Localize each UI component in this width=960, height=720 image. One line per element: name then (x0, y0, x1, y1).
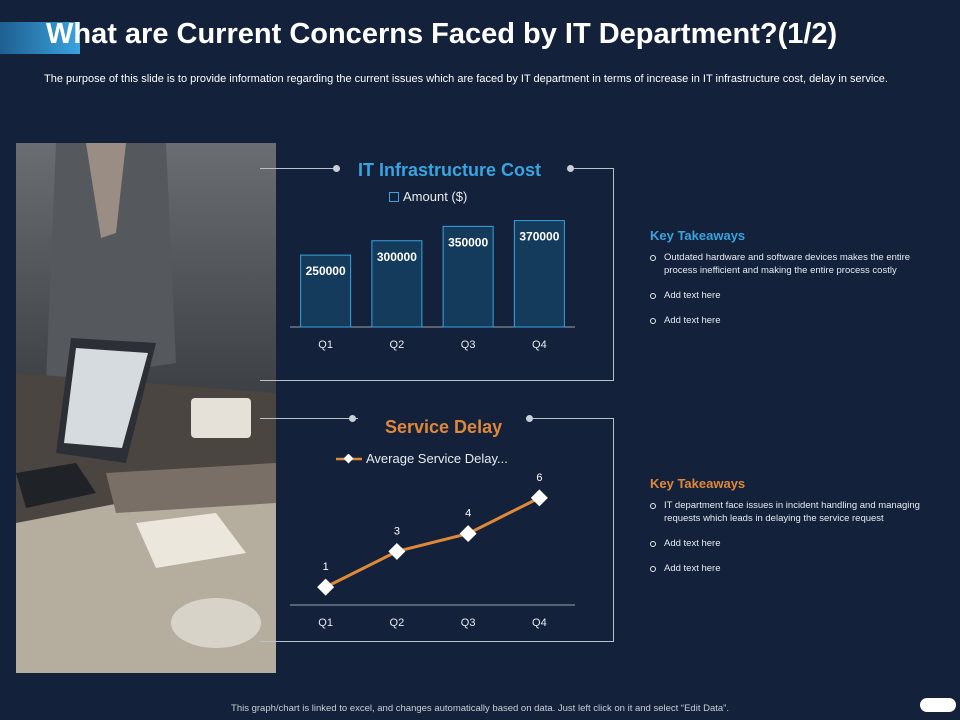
office-photo (16, 143, 276, 673)
x-tick-label: Q4 (532, 617, 547, 629)
key-takeaways-title: Key Takeaways (650, 228, 746, 243)
data-point (459, 525, 477, 543)
frame-dot (349, 415, 356, 422)
bar (442, 225, 494, 328)
legend-label: Amount ($) (403, 189, 468, 204)
x-tick-label: Q3 (461, 617, 476, 629)
slide-badge (920, 698, 956, 712)
page-title: What are Current Concerns Faced by IT De… (46, 18, 838, 50)
title-accent-bar (0, 22, 80, 54)
x-tick-label: Q1 (318, 339, 333, 351)
x-tick-label: Q3 (461, 339, 476, 351)
takeaway-item: IT department face issues in incident ha… (650, 499, 940, 525)
x-tick-label: Q1 (318, 617, 333, 629)
legend-swatch (336, 453, 362, 463)
data-label: 3 (394, 525, 400, 537)
legend-swatch (389, 191, 399, 202)
x-tick-label: Q2 (390, 339, 405, 351)
series-line (324, 496, 541, 589)
footer-note: This graph/chart is linked to excel, and… (231, 703, 729, 714)
frame-dot (526, 415, 533, 422)
page-subtitle: The purpose of this slide is to provide … (44, 73, 888, 85)
data-label: 300000 (377, 250, 417, 264)
key-takeaways-title: Key Takeaways (650, 476, 746, 491)
data-label: 250000 (306, 264, 346, 278)
bar-chart: 250000 Q1 300000 Q2 350000 Q3 370000 Q4 (290, 220, 575, 351)
line-chart-legend: Average Service Delay... (336, 451, 508, 466)
data-point (317, 578, 335, 596)
data-label: 1 (323, 561, 329, 573)
frame-gap (358, 417, 526, 420)
takeaway-item: Add text here (650, 289, 940, 302)
takeaway-item: Add text here (650, 537, 940, 550)
key-takeaways-cost: Key Takeaways Outdated hardware and soft… (650, 228, 940, 339)
line-chart: 1 Q1 3 Q2 4 Q3 6 Q4 (290, 472, 575, 629)
bar (371, 240, 423, 328)
frame-dot (567, 165, 574, 172)
frame-dot (333, 165, 340, 172)
bar-chart-title: IT Infrastructure Cost (358, 160, 542, 180)
data-label: 350000 (448, 235, 488, 249)
key-takeaways-delay: Key Takeaways IT department face issues … (650, 476, 940, 587)
data-point (530, 489, 548, 507)
x-tick-label: Q2 (390, 617, 405, 629)
frame-gap (340, 167, 568, 170)
bar (513, 220, 565, 328)
takeaway-item: Add text here (650, 314, 940, 327)
bar-chart-legend: Amount ($) (389, 189, 467, 204)
x-tick-label: Q4 (532, 339, 547, 351)
takeaway-item: Add text here (650, 562, 940, 575)
data-label: 6 (536, 472, 542, 484)
data-point (388, 542, 406, 560)
line-chart-title: Service Delay (385, 417, 503, 437)
data-label: 4 (465, 508, 471, 520)
legend-label: Average Service Delay... (366, 451, 508, 466)
bar (300, 254, 352, 328)
data-label: 370000 (519, 230, 559, 244)
takeaway-item: Outdated hardware and software devices m… (650, 251, 940, 277)
